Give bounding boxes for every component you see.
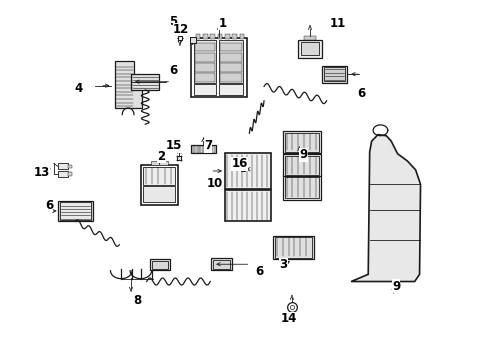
Bar [219, 63, 242, 72]
Bar [304, 36, 315, 40]
Bar [323, 67, 345, 81]
Text: 8: 8 [133, 294, 141, 307]
Text: 3: 3 [279, 258, 287, 271]
Text: 9: 9 [299, 148, 306, 161]
Bar [284, 133, 318, 152]
Bar [301, 42, 318, 55]
Text: 5: 5 [169, 15, 177, 28]
Bar [190, 145, 216, 153]
Bar [194, 53, 215, 62]
Bar [143, 186, 175, 202]
Text: 10: 10 [206, 177, 223, 190]
Bar [282, 131, 320, 153]
Bar [58, 171, 68, 177]
Bar [131, 74, 159, 90]
Text: 6: 6 [45, 199, 53, 212]
Bar [208, 146, 210, 153]
Bar [210, 34, 215, 39]
Bar [60, 202, 91, 220]
Text: 1: 1 [218, 17, 226, 30]
Bar [196, 146, 199, 153]
Bar [217, 34, 222, 39]
Bar [141, 165, 177, 205]
Text: 6: 6 [255, 265, 263, 278]
Bar [194, 63, 215, 72]
Bar [195, 34, 200, 39]
Bar [192, 146, 195, 153]
Text: 9: 9 [391, 280, 399, 293]
Bar [284, 156, 318, 175]
Bar [193, 84, 216, 95]
Bar [58, 163, 68, 169]
Bar [272, 236, 314, 259]
Bar [321, 66, 346, 83]
Bar [282, 175, 320, 200]
Text: 12: 12 [172, 23, 189, 36]
Bar [143, 167, 175, 185]
Bar [212, 146, 214, 153]
Text: 14: 14 [280, 312, 296, 325]
Bar [68, 165, 72, 168]
Bar [58, 201, 93, 221]
Bar [274, 237, 312, 258]
Bar [218, 84, 243, 95]
Text: 13: 13 [33, 166, 50, 179]
Bar [224, 153, 271, 189]
Bar [219, 73, 242, 82]
Text: 4: 4 [74, 82, 82, 95]
Text: 6: 6 [169, 64, 177, 77]
Bar [298, 40, 321, 58]
Bar [224, 190, 271, 221]
Bar [200, 146, 203, 153]
Bar [68, 172, 72, 176]
Bar [211, 258, 231, 270]
Bar [219, 43, 242, 51]
Bar [232, 34, 237, 39]
Text: 15: 15 [165, 139, 182, 152]
Polygon shape [350, 135, 420, 282]
Bar [203, 34, 207, 39]
Bar [194, 43, 215, 51]
Bar [239, 34, 244, 39]
Bar [193, 40, 216, 83]
Bar [151, 261, 168, 269]
Bar [219, 53, 242, 62]
Bar [194, 73, 215, 82]
Bar [150, 161, 167, 165]
Bar [204, 146, 206, 153]
Text: 16: 16 [231, 157, 247, 170]
Text: 6: 6 [357, 87, 365, 100]
Text: 7: 7 [203, 139, 211, 152]
Text: 11: 11 [328, 17, 345, 30]
Bar [149, 259, 170, 270]
Text: 2: 2 [157, 150, 165, 163]
Bar [282, 154, 320, 176]
Bar [190, 38, 246, 97]
Bar [213, 260, 229, 269]
Bar [284, 177, 318, 198]
Polygon shape [115, 61, 142, 108]
Bar [224, 34, 229, 39]
Bar [218, 40, 243, 83]
